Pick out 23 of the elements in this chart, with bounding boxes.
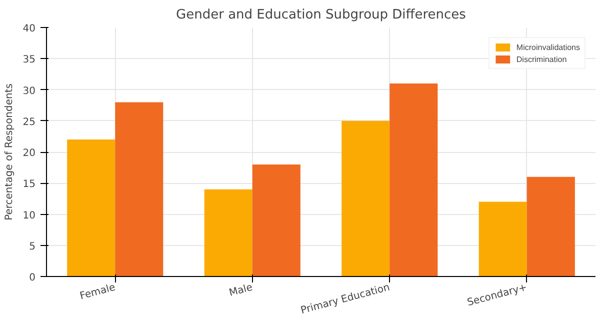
y-tick-label: 15 bbox=[22, 179, 36, 190]
y-tick-label: 30 bbox=[22, 86, 36, 97]
bar bbox=[252, 164, 300, 276]
y-tick-label: 10 bbox=[22, 210, 36, 222]
y-tick-label: 25 bbox=[22, 116, 36, 128]
bar bbox=[67, 140, 116, 276]
bar bbox=[342, 120, 390, 276]
y-tick-label: 40 bbox=[22, 24, 36, 34]
x-tick-label: Female bbox=[78, 282, 117, 302]
bar bbox=[115, 102, 164, 276]
bar bbox=[390, 84, 438, 276]
y-tick-label: 20 bbox=[22, 148, 36, 159]
legend-label: Discrimination bbox=[516, 54, 567, 64]
y-tick-label: 35 bbox=[22, 54, 36, 66]
x-tick-label: Male bbox=[228, 282, 254, 299]
chart-title: Gender and Education Subgroup Differences bbox=[176, 8, 466, 22]
bar bbox=[204, 189, 252, 276]
bar bbox=[526, 176, 575, 276]
legend-label: Microinvalidations bbox=[516, 42, 580, 52]
y-tick-label: 5 bbox=[29, 241, 36, 252]
y-tick-label: 0 bbox=[29, 272, 36, 284]
bar bbox=[478, 202, 527, 276]
y-axis-title: Percentage of Respondents bbox=[4, 84, 15, 220]
